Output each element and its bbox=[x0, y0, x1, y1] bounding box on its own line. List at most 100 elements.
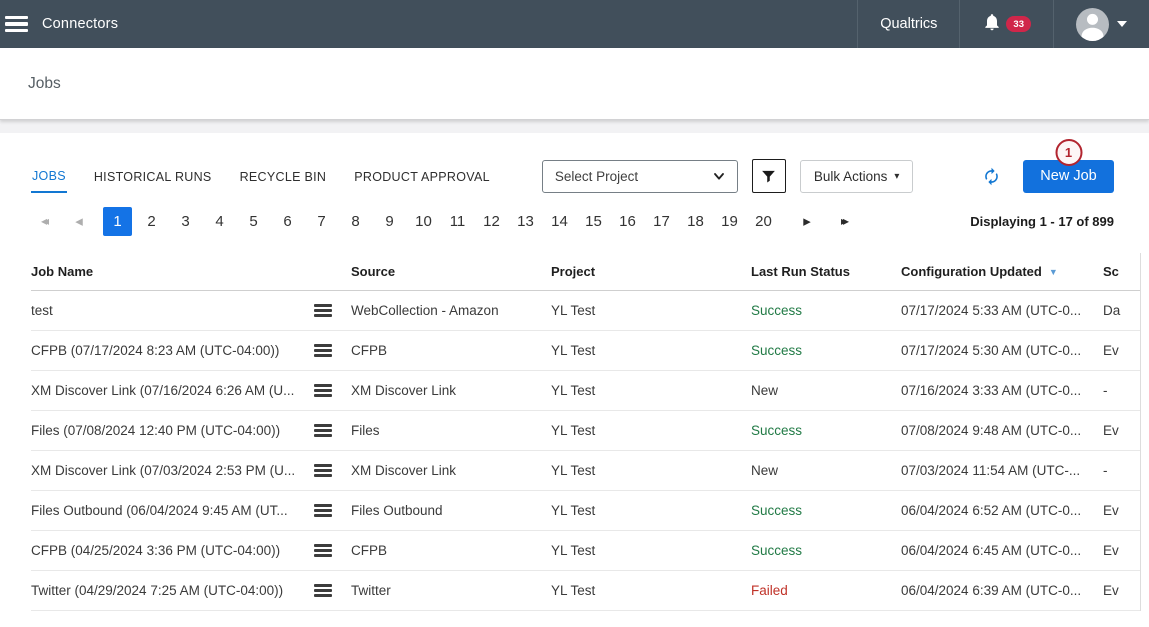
job-schedule: Da bbox=[1103, 303, 1121, 318]
page-button-13[interactable]: 13 bbox=[517, 212, 534, 230]
status-badge: Success bbox=[751, 503, 803, 518]
status-badge: New bbox=[751, 463, 779, 478]
job-source: CFPB bbox=[351, 543, 388, 558]
job-source: XM Discover Link bbox=[351, 463, 457, 478]
brand-menu[interactable]: Qualtrics bbox=[857, 0, 959, 48]
row-menu-icon[interactable] bbox=[314, 344, 332, 357]
column-header-source[interactable]: Source bbox=[351, 264, 396, 279]
column-header-schedule[interactable]: Sc bbox=[1103, 264, 1119, 279]
refresh-button[interactable] bbox=[982, 167, 1001, 186]
job-name[interactable]: XM Discover Link (07/03/2024 2:53 PM (U.… bbox=[31, 463, 296, 478]
avatar bbox=[1076, 7, 1109, 41]
row-menu-icon[interactable] bbox=[314, 384, 332, 397]
column-header-configuration-updated[interactable]: Configuration Updated ▼ bbox=[901, 264, 1058, 279]
project-select[interactable]: Select Project bbox=[541, 159, 738, 193]
row-menu-icon[interactable] bbox=[314, 464, 332, 477]
job-updated: 06/04/2024 6:45 AM (UTC-0... bbox=[901, 543, 1082, 558]
status-badge: Success bbox=[751, 423, 803, 438]
next-page-icon[interactable]: ▸ bbox=[803, 213, 811, 230]
sort-desc-icon: ▼ bbox=[1048, 267, 1058, 277]
last-page-icon[interactable]: ▸▸ bbox=[840, 214, 849, 228]
tab-jobs[interactable]: JOBS bbox=[31, 160, 67, 193]
top-navigation-bar: Connectors Qualtrics 33 bbox=[0, 0, 1149, 48]
notifications-button[interactable]: 33 bbox=[959, 0, 1053, 48]
page-button-7[interactable]: 7 bbox=[317, 212, 326, 230]
column-header-last-run-status[interactable]: Last Run Status bbox=[751, 264, 850, 279]
page-button-5[interactable]: 5 bbox=[249, 212, 258, 230]
page-button-17[interactable]: 17 bbox=[653, 212, 670, 230]
bulk-actions-button[interactable]: Bulk Actions ▾ bbox=[799, 159, 914, 193]
job-updated: 07/16/2024 3:33 AM (UTC-0... bbox=[901, 383, 1082, 398]
job-source: Twitter bbox=[351, 583, 391, 598]
toolbar: JOBS HISTORICAL RUNS RECYCLE BIN PRODUCT… bbox=[31, 138, 1149, 193]
page-button-16[interactable]: 16 bbox=[619, 212, 636, 230]
page-button-20[interactable]: 20 bbox=[755, 212, 772, 230]
job-name[interactable]: CFPB (07/17/2024 8:23 AM (UTC-04:00)) bbox=[31, 343, 280, 358]
tab-product-approval[interactable]: PRODUCT APPROVAL bbox=[354, 169, 490, 184]
page-button-2[interactable]: 2 bbox=[147, 212, 156, 230]
hamburger-menu-icon[interactable] bbox=[0, 15, 46, 33]
page-button-12[interactable]: 12 bbox=[483, 212, 500, 230]
brand-label: Qualtrics bbox=[880, 16, 938, 32]
column-header-project[interactable]: Project bbox=[551, 264, 596, 279]
table-row[interactable]: XM Discover Link (07/16/2024 6:26 AM (U.… bbox=[31, 371, 1140, 411]
row-menu-icon[interactable] bbox=[314, 544, 332, 557]
job-name[interactable]: XM Discover Link (07/16/2024 6:26 AM (U.… bbox=[31, 383, 295, 398]
table-row[interactable]: Twitter (04/29/2024 7:25 AM (UTC-04:00))… bbox=[31, 571, 1140, 611]
job-source: Files bbox=[351, 423, 380, 438]
job-schedule: Ev bbox=[1103, 503, 1119, 518]
job-source: CFPB bbox=[351, 343, 388, 358]
job-name[interactable]: test bbox=[31, 303, 53, 318]
table-row[interactable]: CFPB (04/25/2024 3:36 PM (UTC-04:00)) CF… bbox=[31, 531, 1140, 571]
account-menu[interactable] bbox=[1053, 0, 1149, 48]
job-schedule: - bbox=[1103, 463, 1108, 478]
previous-page-icon[interactable]: ◂ bbox=[75, 213, 83, 230]
page-button-9[interactable]: 9 bbox=[385, 212, 394, 230]
row-menu-icon[interactable] bbox=[314, 304, 332, 317]
page-title: Jobs bbox=[28, 74, 61, 92]
page-button-8[interactable]: 8 bbox=[351, 212, 360, 230]
table-row[interactable]: XM Discover Link (07/03/2024 2:53 PM (U.… bbox=[31, 451, 1140, 491]
page-button-4[interactable]: 4 bbox=[215, 212, 224, 230]
bulk-actions-label: Bulk Actions bbox=[813, 168, 888, 184]
job-name[interactable]: Files Outbound (06/04/2024 9:45 AM (UT..… bbox=[31, 503, 288, 518]
page-button-10[interactable]: 10 bbox=[415, 212, 432, 230]
table-row[interactable]: CFPB (07/17/2024 8:23 AM (UTC-04:00)) CF… bbox=[31, 331, 1140, 371]
job-name[interactable]: Twitter (04/29/2024 7:25 AM (UTC-04:00)) bbox=[31, 583, 284, 598]
job-project: YL Test bbox=[551, 343, 596, 358]
notification-count-badge: 33 bbox=[1006, 16, 1031, 32]
status-badge: Success bbox=[751, 343, 803, 358]
filter-button[interactable] bbox=[751, 159, 786, 193]
status-badge: Success bbox=[751, 543, 803, 558]
job-source: WebCollection - Amazon bbox=[351, 303, 499, 318]
status-badge: Failed bbox=[751, 583, 788, 598]
page-header: Jobs bbox=[0, 48, 1149, 120]
job-updated: 06/04/2024 6:39 AM (UTC-0... bbox=[901, 583, 1082, 598]
job-name[interactable]: Files (07/08/2024 12:40 PM (UTC-04:00)) bbox=[31, 423, 281, 438]
table-header-row: Job Name Source Project Last Run Status … bbox=[31, 253, 1140, 291]
page-button-3[interactable]: 3 bbox=[181, 212, 190, 230]
column-header-job-name[interactable]: Job Name bbox=[31, 264, 94, 279]
page-button-11[interactable]: 11 bbox=[449, 212, 466, 230]
page-button-15[interactable]: 15 bbox=[585, 212, 602, 230]
table-row[interactable]: test WebCollection - Amazon YL Test Succ… bbox=[31, 291, 1140, 331]
job-project: YL Test bbox=[551, 583, 596, 598]
job-name[interactable]: CFPB (04/25/2024 3:36 PM (UTC-04:00)) bbox=[31, 543, 281, 558]
page-button-18[interactable]: 18 bbox=[687, 212, 704, 230]
page-button-19[interactable]: 19 bbox=[721, 212, 738, 230]
row-menu-icon[interactable] bbox=[314, 584, 332, 597]
row-menu-icon[interactable] bbox=[314, 424, 332, 437]
page-button-14[interactable]: 14 bbox=[551, 212, 568, 230]
table-row[interactable]: Files (07/08/2024 12:40 PM (UTC-04:00)) … bbox=[31, 411, 1140, 451]
first-page-icon[interactable]: ◂◂ bbox=[40, 214, 49, 228]
page-button-1[interactable]: 1 bbox=[103, 206, 132, 236]
page-button-6[interactable]: 6 bbox=[283, 212, 292, 230]
app-title: Connectors bbox=[42, 16, 119, 32]
row-menu-icon[interactable] bbox=[314, 504, 332, 517]
table-row[interactable]: Files Outbound (06/04/2024 9:45 AM (UT..… bbox=[31, 491, 1140, 531]
tab-recycle-bin[interactable]: RECYCLE BIN bbox=[239, 169, 327, 184]
annotation-marker-1: 1 bbox=[1055, 138, 1082, 166]
tab-historical-runs[interactable]: HISTORICAL RUNS bbox=[93, 169, 212, 184]
chevron-down-icon bbox=[1117, 21, 1127, 27]
job-updated: 07/17/2024 5:30 AM (UTC-0... bbox=[901, 343, 1082, 358]
